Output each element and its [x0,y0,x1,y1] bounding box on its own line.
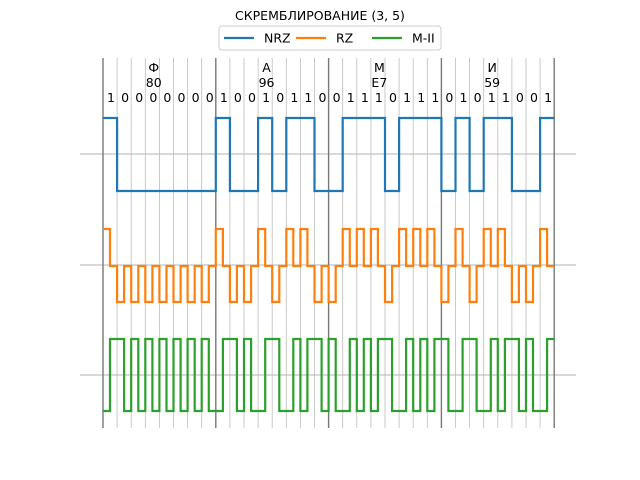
symbol-char: Ф [148,60,159,75]
bit-label: 0 [163,90,171,105]
bit-label: 0 [234,90,242,105]
bit-label: 1 [347,90,355,105]
symbol-char: И [487,60,496,75]
bit-label: 0 [333,90,341,105]
symbol-hex: 59 [484,75,500,90]
legend: NRZ RZ M-II [218,25,442,51]
bit-label: 0 [319,90,327,105]
bit-label: 0 [474,90,482,105]
symbol-hex: E7 [371,75,387,90]
bit-label: 1 [375,90,383,105]
bit-label: 1 [220,90,228,105]
bit-label: 0 [516,90,524,105]
bit-label: 0 [248,90,256,105]
bit-label: 0 [192,90,200,105]
chart-title: СКРЕМБЛИРОВАНИЕ (3, 5) [235,8,405,23]
bit-label: 1 [488,90,496,105]
bit-label: 0 [445,90,453,105]
series-m-ii [103,337,555,413]
symbol-char: М [374,60,385,75]
legend-label: NRZ [264,31,291,46]
bit-label: 0 [149,90,157,105]
bit-label: 1 [304,90,312,105]
bit-label: 1 [403,90,411,105]
bit-label: 1 [290,90,298,105]
series-rz [103,227,555,304]
bit-label: 0 [178,90,186,105]
symbol-hex: 80 [146,75,162,90]
bit-label: 1 [544,90,552,105]
symbol-hex: 96 [259,75,275,90]
bit-label: 1 [431,90,439,105]
legend-label: RZ [336,31,353,46]
legend-label: M-II [412,31,435,46]
bit-label: 1 [460,90,468,105]
legend-box [218,25,442,51]
bit-label: 0 [389,90,397,105]
bit-label: 1 [107,90,115,105]
bit-label: 1 [262,90,270,105]
bit-label: 0 [206,90,214,105]
bit-label: 1 [361,90,369,105]
bit-label: 0 [530,90,538,105]
symbol-char: А [262,60,271,75]
bit-label: 0 [276,90,284,105]
series-nrz [103,116,555,193]
signals [103,116,555,413]
bit-label: 0 [121,90,129,105]
bit-label: 0 [135,90,143,105]
bit-label: 1 [417,90,425,105]
bit-label: 1 [502,90,510,105]
